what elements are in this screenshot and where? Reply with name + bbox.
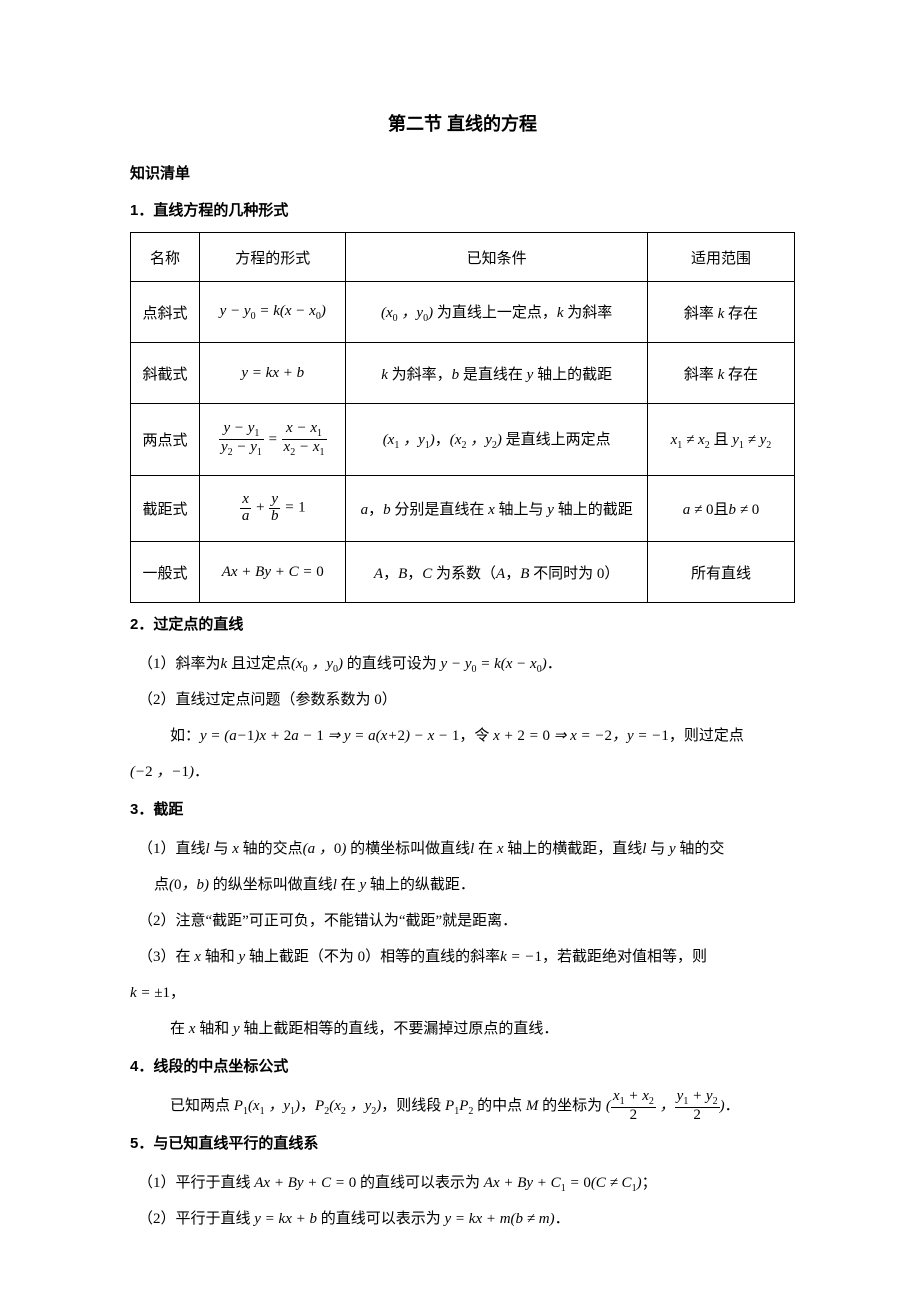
cell-form: y = kx + b [200,343,346,404]
cell-name: 斜截式 [131,343,200,404]
th-scope: 适用范围 [647,233,794,282]
cell-form: xa + yb = 1 [200,476,346,542]
s2-line3: 如：y = (a−1)x + 2a − 1 ⇒ y = a(x+2) − x −… [130,718,795,754]
cell-scope: 所有直线 [647,542,794,603]
heading-s4: 4．线段的中点坐标公式 [130,1055,795,1076]
s3-line3b: k = ±1， [130,975,795,1011]
s3-line2: （2）注意“截距”可正可负，不能错认为“截距”就是距离． [130,903,795,939]
cell-cond: a，b 分别是直线在 x 轴上与 y 轴上的截距 [346,476,647,542]
s5-line2: （2）平行于直线 y = kx + b 的直线可以表示为 y = kx + m(… [130,1201,795,1237]
table-row: 点斜式 y − y0 = k(x − x0) (x0 ，y0) 为直线上一定点，… [131,282,795,343]
cell-scope: x1 ≠ x2 且 y1 ≠ y2 [647,404,794,476]
s2-line1: （1）斜率为k 且过定点(x0 ，y0) 的直线可设为 y − y0 = k(x… [130,646,795,682]
cell-name: 点斜式 [131,282,200,343]
cell-name: 一般式 [131,542,200,603]
cell-form: y − y1y2 − y1 = x − x1x2 − x1 [200,404,346,476]
th-cond: 已知条件 [346,233,647,282]
s5-line1: （1）平行于直线 Ax + By + C = 0 的直线可以表示为 Ax + B… [130,1165,795,1201]
heading-s3: 3．截距 [130,798,795,819]
s3-line1b: 点(0，b) 的纵坐标叫做直线l 在 y 轴上的纵截距． [130,867,795,903]
cell-cond: A，B，C 为系数（A，B 不同时为 0） [346,542,647,603]
table-row: 截距式 xa + yb = 1 a，b 分别是直线在 x 轴上与 y 轴上的截距… [131,476,795,542]
s3-line1: （1）直线l 与 x 轴的交点(a ，0) 的横坐标叫做直线l 在 x 轴上的横… [130,831,795,867]
heading-s1: 1．直线方程的几种形式 [130,199,795,220]
heading-s5: 5．与已知直线平行的直线系 [130,1132,795,1153]
heading-knowledge: 知识清单 [130,162,795,183]
th-form: 方程的形式 [200,233,346,282]
cell-cond: (x1 ，y1)，(x2 ，y2) 是直线上两定点 [346,404,647,476]
table-row: 一般式 Ax + By + C = 0 A，B，C 为系数（A，B 不同时为 0… [131,542,795,603]
table-row: 两点式 y − y1y2 − y1 = x − x1x2 − x1 (x1 ，y… [131,404,795,476]
cell-scope: 斜率 k 存在 [647,343,794,404]
cell-scope: a ≠ 0且b ≠ 0 [647,476,794,542]
s3-line4: 在 x 轴和 y 轴上截距相等的直线，不要漏掉过原点的直线． [130,1011,795,1047]
cell-cond: k 为斜率，b 是直线在 y 轴上的截距 [346,343,647,404]
page: 第二节 直线的方程 知识清单 1．直线方程的几种形式 名称 方程的形式 已知条件… [0,0,920,1302]
table-header-row: 名称 方程的形式 已知条件 适用范围 [131,233,795,282]
page-title: 第二节 直线的方程 [130,110,795,136]
s3-line3: （3）在 x 轴和 y 轴上截距（不为 0）相等的直线的斜率k = −1，若截距… [130,939,795,975]
heading-s2: 2．过定点的直线 [130,613,795,634]
cell-name: 两点式 [131,404,200,476]
table-row: 斜截式 y = kx + b k 为斜率，b 是直线在 y 轴上的截距 斜率 k… [131,343,795,404]
s2-line2: （2）直线过定点问题（参数系数为 0） [130,682,795,718]
forms-table: 名称 方程的形式 已知条件 适用范围 点斜式 y − y0 = k(x − x0… [130,232,795,603]
cell-form: Ax + By + C = 0 [200,542,346,603]
cell-name: 截距式 [131,476,200,542]
th-name: 名称 [131,233,200,282]
cell-cond: (x0 ，y0) 为直线上一定点，k 为斜率 [346,282,647,343]
cell-scope: 斜率 k 存在 [647,282,794,343]
cell-form: y − y0 = k(x − x0) [200,282,346,343]
s4-line1: 已知两点 P1(x1 ，y1)，P2(x2 ，y2)，则线段 P1P2 的中点 … [130,1088,795,1124]
s2-line4: (−2 ，−1)． [130,754,795,790]
